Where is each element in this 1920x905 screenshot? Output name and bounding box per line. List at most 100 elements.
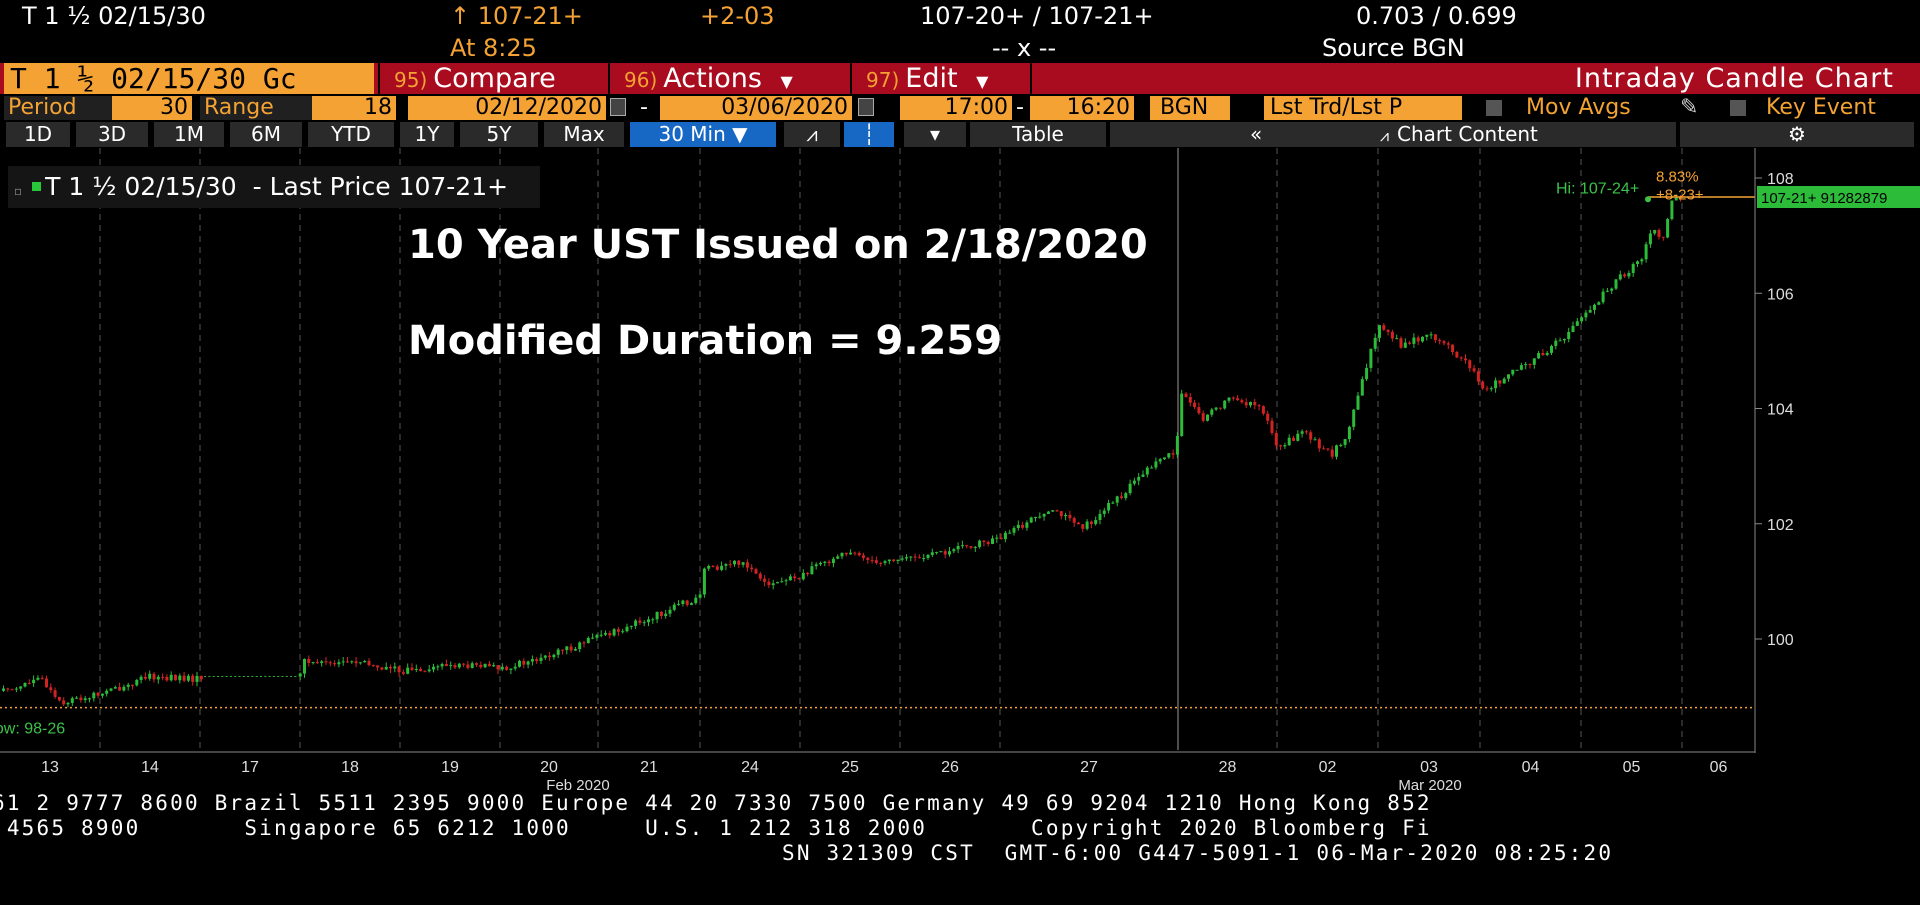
price-type-field[interactable]: Lst Trd/Lst P [1264,96,1462,120]
start-time-field[interactable]: 17:00 [900,96,1012,120]
candle-body [879,562,883,564]
candle-body [535,659,539,661]
actions-label: Actions [663,63,762,94]
candle-body [1442,341,1446,344]
candle-body [363,660,367,663]
candle-body [354,661,358,664]
chart-content-button[interactable]: ⩘ Chart Content [1276,122,1676,147]
candle-body [1481,381,1485,389]
candle-body [1395,338,1399,340]
candle-body [1206,414,1209,421]
range-1y-button[interactable]: 1Y [400,122,454,147]
interval-dropdown[interactable]: 30 Min ▼ [630,122,776,147]
gear-icon[interactable]: ⚙ [1680,122,1914,147]
line-chart-icon[interactable]: ⩘ [784,122,840,147]
candle-body [1120,496,1123,499]
candle-body [1064,514,1068,517]
candle-body [965,545,969,547]
candle-body [659,611,663,617]
candle-body [466,664,470,668]
candle-body [1150,467,1154,469]
candle-body [604,632,607,635]
candle-body [1046,511,1050,514]
candle-body [1107,503,1111,511]
candle-body [728,564,732,566]
candle-body [565,646,569,651]
candle-body [83,698,87,701]
legend-label: - Last Price [252,172,391,201]
candle-body [1201,413,1205,421]
candle-body [1141,474,1145,477]
source-field[interactable]: BGN [1150,96,1230,120]
candle-body [1485,388,1489,390]
range-ytd-button[interactable]: YTD [308,122,394,147]
candle-body [1236,398,1240,401]
candle-body [831,558,835,564]
candle-body [788,576,792,581]
start-date-field[interactable]: 02/12/2020 [408,96,606,120]
chart-legend[interactable]: ▫ T 1 ½ 02/15/30 - Last Price 107-21+ [8,166,540,208]
candle-body [427,669,431,672]
x-tick-label: 06 [1710,759,1728,776]
range-1m-button[interactable]: 1M [154,122,224,147]
candle-body [350,661,354,663]
pencil-icon[interactable]: ✎ [1680,95,1699,120]
range-max-button[interactable]: Max [544,122,624,147]
compare-button[interactable]: 95) Compare [378,63,604,94]
x-tick-label: 18 [341,759,359,776]
actions-menu[interactable]: 96) Actions ▼ [608,63,846,94]
period-field[interactable]: 30 [112,96,192,120]
candle-body [311,662,315,664]
candle-body [672,604,676,610]
candle-body [169,674,173,681]
candle-body [634,620,638,626]
security-field[interactable]: T 1 ½ 02/15/30 Gc [4,63,374,94]
candle-body [186,675,190,681]
range-3d-button[interactable]: 3D [76,122,148,147]
end-time-field[interactable]: 16:20 [1030,96,1134,120]
candle-body [1605,290,1609,292]
chart-content-icon: ⩘ [1380,126,1390,145]
candle-body [655,611,659,620]
candle-body [930,552,934,555]
range-6m-button[interactable]: 6M [230,122,302,147]
candle-body [1292,437,1295,441]
candle-body [1193,402,1197,408]
end-date-field[interactable]: 03/06/2020 [660,96,852,120]
intraday-candle-chart: Low: 98-26 107-21+ 91282879 Hi: 107-24+ 8.8… [0,148,1920,794]
last-price: ↑ 107-21+ [450,2,583,30]
range-1d-button[interactable]: 1D [6,122,70,147]
candle-body [668,609,672,614]
candle-chart-icon[interactable]: ┆ [844,122,894,147]
candle-body [991,538,994,544]
actions-dropdown-icon: ▼ [780,72,793,91]
security-ticker: T 1 ½ 02/15/30 [22,2,206,30]
candle-body [1356,395,1360,410]
x-tick-label: 17 [241,759,259,776]
date-dash: - [640,96,652,120]
candle-body [1231,397,1235,399]
candle-body [1433,334,1437,341]
range-5y-button[interactable]: 5Y [460,122,538,147]
candle-body [1412,337,1416,344]
end-calendar-icon[interactable] [858,98,874,116]
mov-avgs-checkbox[interactable] [1486,100,1502,116]
candle-body [10,689,14,691]
x-tick-label: 28 [1219,759,1237,776]
candle-body [1399,338,1403,348]
candle-body [487,663,491,667]
key-events-checkbox[interactable] [1730,100,1746,116]
chart-type-dropdown-icon[interactable]: ▾ [904,122,966,147]
edit-menu[interactable]: 97) Edit ▼ [850,63,1028,94]
percent-change-label: 8.83% [1656,168,1699,185]
candle-body [419,668,423,672]
start-calendar-icon[interactable] [610,98,626,116]
candle-body [496,665,500,670]
chart-content-label: Chart Content [1397,122,1538,146]
candle-body [36,677,40,680]
candle-body [530,659,534,662]
candle-body [1158,459,1162,462]
candle-body [1115,496,1119,503]
range-field[interactable]: 18 [312,96,396,120]
table-button[interactable]: Table [970,122,1106,147]
